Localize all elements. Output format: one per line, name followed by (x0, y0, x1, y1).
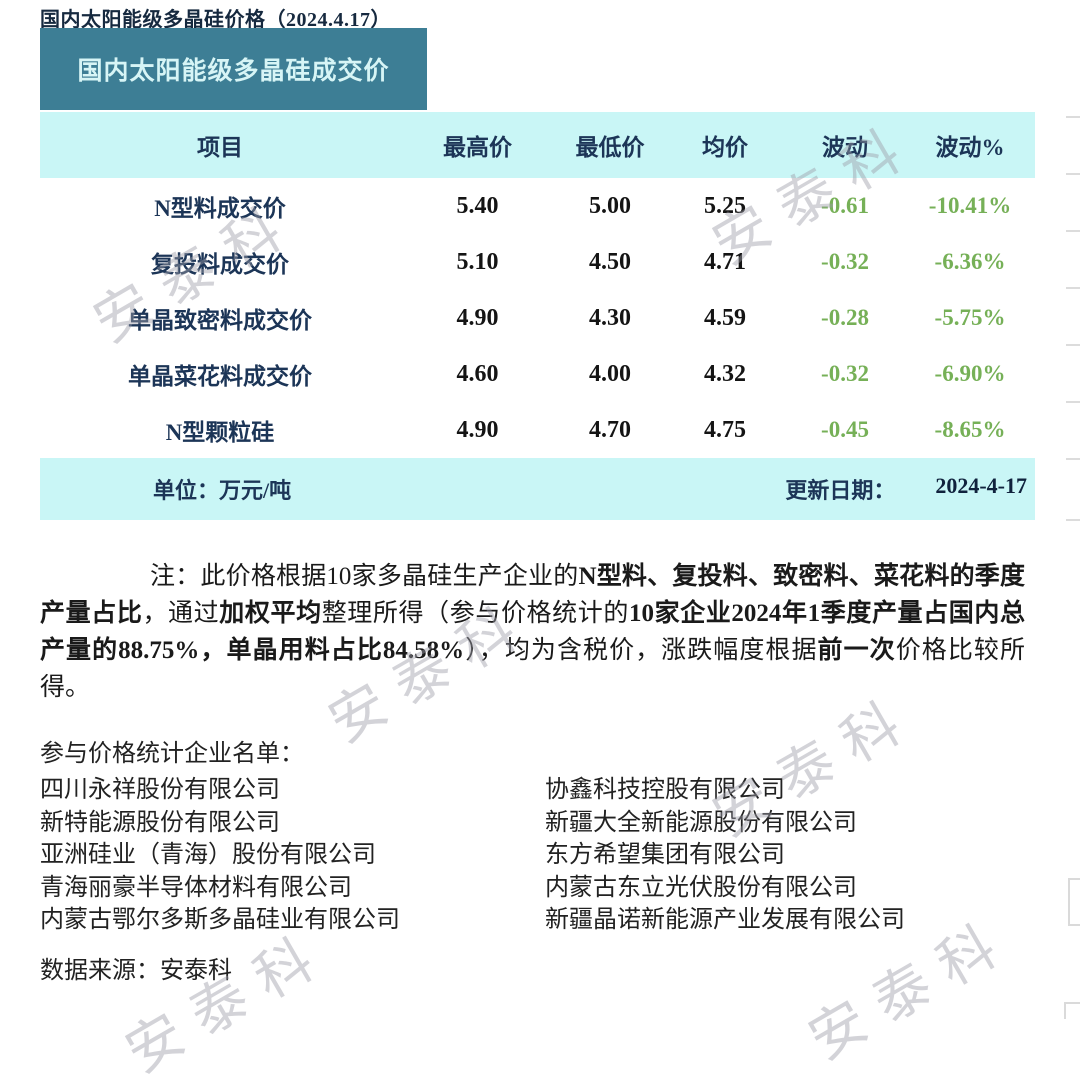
participants-heading: 参与价格统计企业名单： (40, 741, 304, 767)
company-name: 协鑫科技控股有限公司 (545, 777, 785, 803)
cell-low: 5.00 (589, 192, 631, 219)
column-header-change-pct: 波动% (935, 135, 1005, 160)
data-source: 数据来源：安泰科 (40, 958, 232, 984)
cell-change: -0.32 (821, 361, 869, 386)
company-name: 亚洲硅业（青海）股份有限公司 (40, 842, 376, 868)
table-row: N型料成交价 5.40 5.00 5.25 -0.61 -10.41% (40, 178, 1035, 234)
table-footer-row: 单位：万元/吨 更新日期： 2024-4-17 (40, 458, 1035, 520)
row-item-label: N型颗粒硅 (165, 420, 275, 445)
company-name: 青海丽豪半导体材料有限公司 (40, 874, 352, 901)
company-name: 新特能源股份有限公司 (40, 809, 280, 836)
note-segment: ），均为含税价，涨跌幅度根据 (464, 637, 818, 664)
cell-change-pct: -5.75% (934, 305, 1006, 330)
note-segment: 前一次 (817, 637, 896, 664)
page-edge-artifact (1066, 519, 1080, 521)
cell-change: -0.45 (821, 417, 869, 442)
cell-change: -0.28 (821, 305, 869, 330)
company-name: 东方希望集团有限公司 (545, 842, 785, 868)
cell-change: -0.61 (821, 193, 869, 218)
cell-low: 4.30 (589, 304, 631, 331)
cell-low: 4.00 (589, 360, 631, 387)
update-date-value: 2024-4-17 (935, 473, 1027, 498)
cell-high: 4.90 (456, 416, 499, 443)
row-item-label: 单晶菜花料成交价 (128, 364, 312, 389)
row-item-label: N型料成交价 (154, 196, 286, 221)
page-edge-artifact (1066, 116, 1080, 118)
cell-change-pct: -6.36% (934, 249, 1006, 274)
page-edge-artifact (1066, 458, 1080, 460)
participants-left-column: 四川永祥股份有限公司 新特能源股份有限公司 亚洲硅业（青海）股份有限公司 青海丽… (40, 774, 400, 937)
company-name: 新疆晶诺新能源产业发展有限公司 (545, 907, 905, 933)
column-header-item: 项目 (197, 135, 243, 160)
cell-change-pct: -6.90% (934, 361, 1006, 386)
note-segment: 10家企业2024年1季度产量占国内总产量的88.75%，单晶用料占比84.58… (40, 600, 1025, 664)
cell-change-pct: -8.65% (934, 417, 1006, 442)
page-edge-artifact (1066, 173, 1080, 175)
note-segment: 价格比较所得。 (40, 637, 1025, 701)
note-segment: ，通过 (142, 600, 220, 627)
page-edge-artifact (1068, 878, 1080, 926)
cell-avg: 5.25 (704, 192, 746, 219)
table-header-row: 项目 最高价 最低价 均价 波动 波动% (40, 112, 1035, 178)
cell-avg: 4.75 (704, 416, 746, 443)
table-row: 单晶菜花料成交价 4.60 4.00 4.32 -0.32 -6.90% (40, 346, 1035, 402)
note-segment: 整理所得（参与价格统计的 (321, 600, 629, 627)
page-title: 国内太阳能级多晶硅价格（2024.4.17） (40, 9, 391, 31)
page-edge-artifact (1064, 1002, 1080, 1019)
cell-low: 4.70 (589, 416, 631, 443)
cell-high: 5.10 (456, 248, 499, 275)
note-segment: N型料、复投料、致密料、菜花料的季度产量占比 (40, 563, 1025, 627)
page-edge-artifact (1066, 287, 1080, 289)
company-name: 内蒙古东立光伏股份有限公司 (545, 874, 857, 901)
column-header-low: 最低价 (575, 135, 645, 160)
table-title-banner: 国内太阳能级多晶硅成交价 (40, 28, 427, 110)
cell-low: 4.50 (589, 248, 631, 275)
cell-avg: 4.59 (704, 304, 746, 331)
cell-change-pct: -10.41% (928, 193, 1012, 218)
note-segment: 加权平均 (219, 600, 322, 627)
page-edge-artifact (1066, 344, 1080, 346)
unit-label: 单位：万元/吨 (153, 478, 292, 503)
participants-section: 参与价格统计企业名单： 四川永祥股份有限公司 新特能源股份有限公司 亚洲硅业（青… (40, 733, 1040, 933)
row-item-label: 单晶致密料成交价 (128, 308, 312, 333)
table-row: 复投料成交价 5.10 4.50 4.71 -0.32 -6.36% (40, 234, 1035, 290)
company-name: 新疆大全新能源股份有限公司 (545, 809, 857, 836)
note-paragraph: 注：此价格根据10家多晶硅生产企业的N型料、复投料、致密料、菜花料的季度产量占比… (40, 558, 1025, 706)
update-date-label: 更新日期： (785, 478, 896, 503)
table-row: N型颗粒硅 4.90 4.70 4.75 -0.45 -8.65% (40, 402, 1035, 458)
cell-high: 4.90 (456, 304, 499, 331)
column-header-change: 波动 (822, 135, 868, 160)
cell-avg: 4.71 (704, 248, 746, 275)
column-header-high: 最高价 (443, 135, 512, 160)
column-header-avg: 均价 (702, 135, 748, 160)
note-segment: 注：此价格根据10家多晶硅生产企业的 (150, 563, 579, 590)
cell-high: 5.40 (456, 192, 499, 219)
page-edge-artifact (1066, 230, 1080, 232)
cell-change: -0.32 (821, 249, 869, 274)
price-table: 项目 最高价 最低价 均价 波动 波动% N型料成交价 5.40 5.00 5.… (40, 112, 1035, 520)
cell-high: 4.60 (456, 360, 499, 387)
cell-avg: 4.32 (704, 360, 746, 387)
company-name: 内蒙古鄂尔多斯多晶硅业有限公司 (40, 907, 400, 933)
banner-title: 国内太阳能级多晶硅成交价 (77, 58, 390, 85)
company-name: 四川永祥股份有限公司 (40, 777, 280, 803)
table-row: 单晶致密料成交价 4.90 4.30 4.59 -0.28 -5.75% (40, 290, 1035, 346)
page-edge-artifact (1066, 401, 1080, 403)
row-item-label: 复投料成交价 (151, 252, 289, 277)
participants-right-column: 协鑫科技控股有限公司 新疆大全新能源股份有限公司 东方希望集团有限公司 内蒙古东… (545, 774, 905, 937)
